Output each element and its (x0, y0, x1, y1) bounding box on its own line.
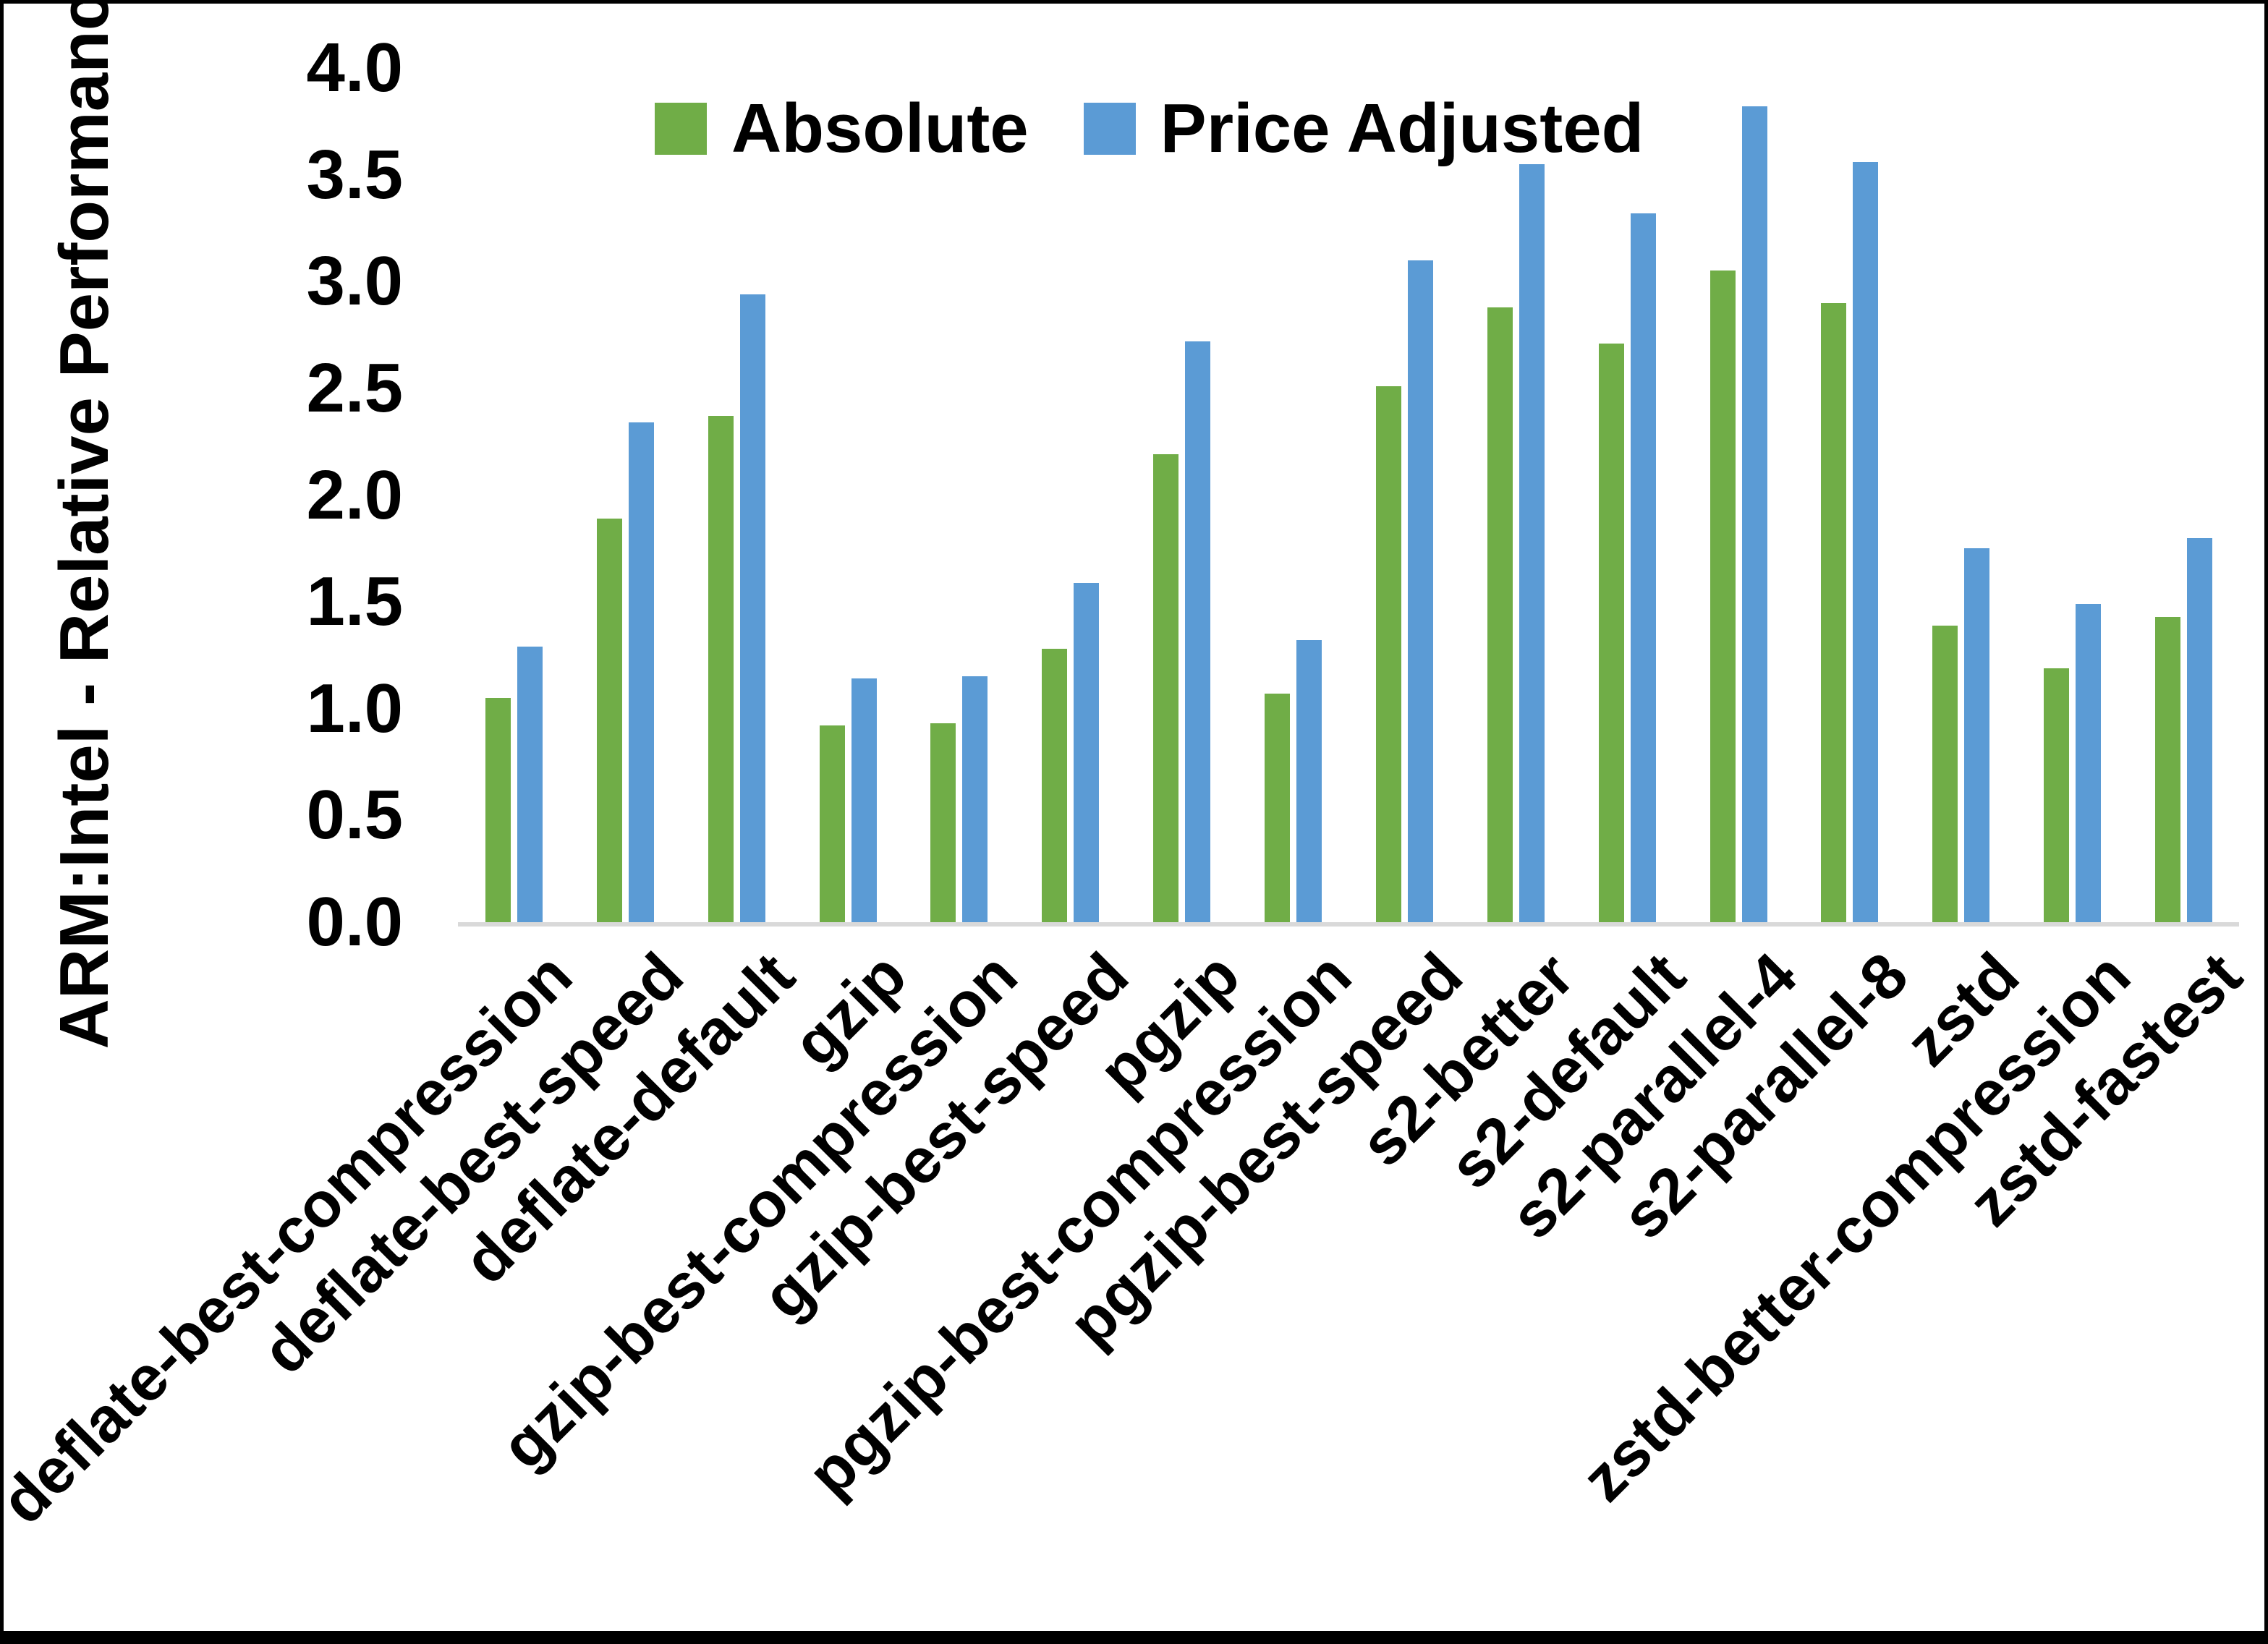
y-tick-label: 3.5 (306, 135, 403, 213)
bar-absolute (1153, 454, 1179, 922)
legend: Absolute Price Adjusted (655, 89, 1644, 169)
bar-absolute (1710, 271, 1736, 922)
bar-price-adjusted (1296, 640, 1322, 922)
bar-absolute (708, 416, 734, 922)
bar-price-adjusted (962, 676, 988, 922)
legend-swatch-absolute (655, 103, 707, 155)
bar-absolute (2044, 668, 2070, 922)
y-tick-label: 2.0 (306, 456, 403, 534)
bar-absolute (1932, 625, 1958, 922)
bar-absolute (930, 723, 956, 922)
legend-item-price-adjusted: Price Adjusted (1083, 89, 1644, 169)
bar-price-adjusted (1185, 341, 1211, 922)
y-tick-label: 1.0 (306, 669, 403, 747)
bar-price-adjusted (2076, 604, 2102, 922)
bar-absolute (1487, 307, 1513, 922)
y-tick-label: 4.0 (306, 29, 403, 106)
bar-price-adjusted (1519, 163, 1545, 922)
bar-price-adjusted (1074, 582, 1100, 922)
bar-absolute (1598, 343, 1624, 922)
bar-absolute (596, 518, 622, 922)
bar-price-adjusted (851, 678, 877, 922)
y-tick-label: 2.5 (306, 349, 403, 427)
x-axis-line (458, 922, 2239, 927)
y-tick-label: 0.0 (306, 883, 403, 961)
bar-price-adjusted (628, 422, 654, 922)
legend-label-price-adjusted: Price Adjusted (1160, 90, 1644, 167)
bar-absolute (819, 725, 845, 922)
bar-absolute (1375, 386, 1401, 922)
bar-absolute (1821, 302, 1847, 922)
legend-swatch-price-adjusted (1083, 103, 1136, 155)
bar-price-adjusted (2187, 537, 2213, 922)
bar-price-adjusted (1741, 106, 1767, 922)
bar-price-adjusted (517, 647, 543, 922)
legend-label-absolute: Absolute (731, 90, 1029, 167)
bar-price-adjusted (1407, 260, 1433, 922)
bar-absolute (485, 697, 511, 922)
y-tick-label: 3.0 (306, 242, 403, 320)
y-tick-label: 1.5 (306, 563, 403, 641)
legend-item-absolute: Absolute (655, 89, 1029, 169)
plot-area: 0.0 0.5 1.0 1.5 2.0 2.5 3.0 3.5 4.0 deflate-best-… (4, 4, 2264, 1631)
y-tick-label: 0.5 (306, 776, 403, 854)
bar-price-adjusted (1853, 161, 1879, 922)
bar-price-adjusted (739, 294, 765, 922)
bar-absolute (2155, 616, 2181, 922)
bar-price-adjusted (1630, 213, 1656, 922)
bar-absolute (1042, 649, 1068, 922)
bar-price-adjusted (1964, 548, 1990, 922)
bar-absolute (1265, 694, 1291, 922)
